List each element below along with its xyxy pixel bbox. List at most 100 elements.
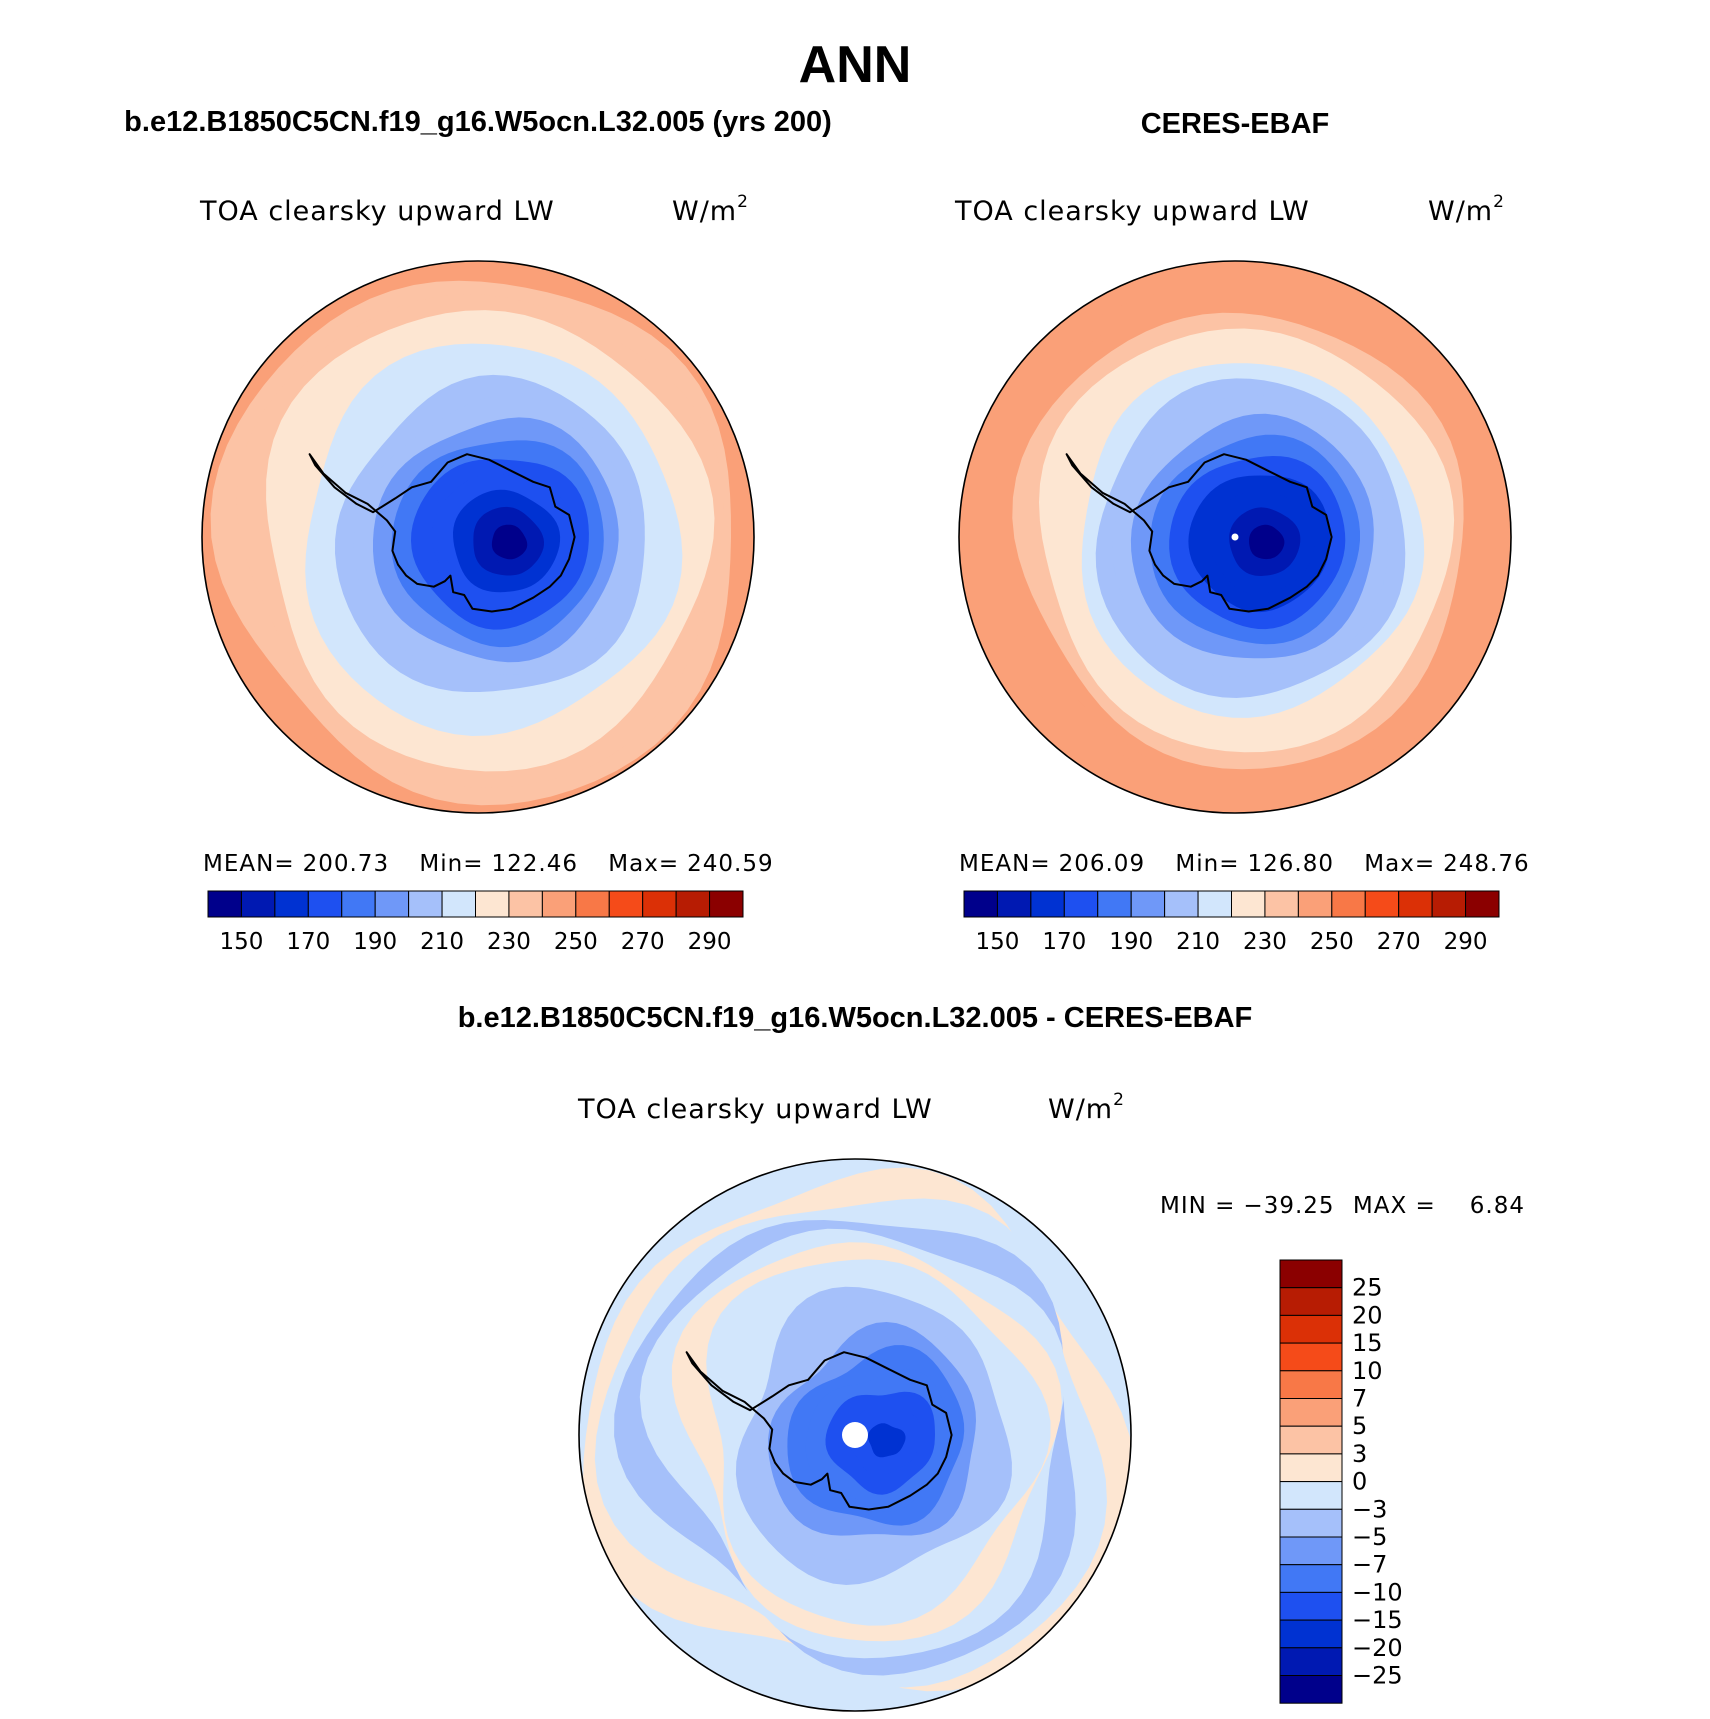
- colorbar-tick-label: 7: [1352, 1385, 1367, 1413]
- colorbar-box: [1279, 1453, 1343, 1483]
- map-diff-missing-pole: [842, 1422, 868, 1448]
- panel-model-stats: MEAN= 200.73 Min= 122.46 Max= 240.59: [203, 851, 774, 877]
- colorbar-tick-label: 10: [1352, 1357, 1383, 1385]
- colorbar-box: [1197, 890, 1232, 918]
- colorbar-box: [675, 890, 711, 918]
- map-diff-boundary: [578, 1158, 1132, 1712]
- field-pole-band: [871, 1426, 900, 1455]
- colorbar-box: [374, 890, 410, 918]
- colorbar-box: [1279, 1481, 1343, 1510]
- antarctica-coastline-obs: [1065, 453, 1333, 613]
- colorbar-box: [1398, 890, 1433, 918]
- colorbar-tick-label: −15: [1352, 1606, 1403, 1634]
- colorbar-box: [709, 890, 744, 918]
- colorbar-box: [1279, 1314, 1343, 1344]
- panel-obs-units: W/m2: [1428, 192, 1505, 227]
- colorbar-box: [608, 890, 644, 918]
- colorbar-box: [1231, 890, 1266, 918]
- colorbar-box: [1465, 890, 1500, 918]
- colorbar-box: [408, 890, 443, 918]
- map-obs: [959, 261, 1511, 813]
- colorbar-model: 150 170 190 210 230 250 270 290: [207, 890, 744, 955]
- colorbar-tick-label: 210: [420, 929, 464, 955]
- field-pole-band: [494, 528, 523, 557]
- colorbar-box: [1164, 890, 1199, 918]
- colorbar-box: [1364, 890, 1400, 918]
- map-model: [202, 261, 754, 813]
- map-obs-missing-pole: [1231, 533, 1239, 541]
- colorbar-tick-label: 290: [1444, 929, 1488, 955]
- field-pole-band: [1251, 528, 1280, 557]
- colorbar-box: [307, 890, 343, 918]
- colorbar-tick-label: 0: [1352, 1468, 1367, 1496]
- colorbar-box: [508, 890, 543, 918]
- colorbar-box: [1279, 1425, 1343, 1455]
- colorbar-obs: 150 170 190 210 230 250 270 290: [963, 890, 1500, 955]
- panel-diff-units-exp: 2: [1113, 1090, 1125, 1110]
- colorbar-tick-label: 3: [1352, 1440, 1367, 1468]
- panel-obs-case-title: CERES-EBAF: [1141, 108, 1330, 140]
- colorbar-box: [1030, 890, 1065, 918]
- panel-obs-variable: TOA clearsky upward LW: [954, 196, 1310, 227]
- colorbar-box: [1279, 1370, 1343, 1400]
- colorbar-tick-label: 270: [1377, 929, 1421, 955]
- colorbar-box: [963, 890, 998, 918]
- colorbar-box: [1279, 1287, 1343, 1316]
- colorbar-box: [1297, 890, 1333, 918]
- map-obs-boundary: [958, 260, 1512, 814]
- panel-model-case-title: b.e12.B1850C5CN.f19_g16.W5ocn.L32.005 (y…: [124, 106, 832, 138]
- colorbar-box: [1331, 890, 1366, 918]
- panel-obs-units-exp: 2: [1493, 192, 1505, 212]
- coastline-path: [308, 453, 576, 613]
- colorbar-box: [1279, 1342, 1343, 1372]
- colorbar-tick-label: 250: [1310, 929, 1354, 955]
- colorbar-tick-label: −5: [1352, 1523, 1387, 1551]
- colorbar-box: [341, 890, 376, 918]
- colorbar-box: [1264, 890, 1299, 918]
- panel-obs-units-base: W/m: [1428, 196, 1493, 227]
- colorbar-box: [575, 890, 610, 918]
- colorbar-tick-label: −10: [1352, 1578, 1403, 1606]
- coastline-path: [685, 1351, 953, 1511]
- panel-diff-stats: MIN = −39.25 MAX = 6.84: [1160, 1193, 1525, 1219]
- colorbar-box: [1279, 1398, 1343, 1427]
- panel-model-units-exp: 2: [737, 192, 749, 212]
- colorbar-box: [1431, 890, 1467, 918]
- colorbar-box: [1279, 1259, 1343, 1289]
- colorbar-tick-label: 190: [1109, 929, 1153, 955]
- colorbar-tick-label: 210: [1176, 929, 1220, 955]
- colorbar-tick-label: 5: [1352, 1412, 1367, 1440]
- colorbar-box: [1130, 890, 1166, 918]
- panel-obs-stats: MEAN= 206.09 Min= 126.80 Max= 248.76: [959, 851, 1530, 877]
- colorbar-box: [541, 890, 577, 918]
- figure-title: ANN: [799, 36, 912, 94]
- map-model-boundary: [201, 260, 755, 814]
- colorbar-box: [1279, 1619, 1343, 1649]
- colorbar-box: [1097, 890, 1132, 918]
- colorbar-box: [1279, 1564, 1343, 1593]
- coastline-path: [1065, 453, 1333, 613]
- colorbar-tick-label: 270: [621, 929, 665, 955]
- colorbar-tick-label: 230: [487, 929, 531, 955]
- antarctica-coastline-model: [308, 453, 576, 613]
- panel-diff-case-title: b.e12.B1850C5CN.f19_g16.W5ocn.L32.005 - …: [458, 1002, 1253, 1034]
- colorbar-box: [1279, 1508, 1343, 1538]
- colorbar-tick-label: 190: [353, 929, 397, 955]
- colorbar-box: [207, 890, 242, 918]
- colorbar-box: [1279, 1591, 1343, 1621]
- colorbar-tick-label: 230: [1243, 929, 1287, 955]
- colorbar-tick-label: −25: [1352, 1662, 1403, 1690]
- colorbar-tick-label: 250: [554, 929, 598, 955]
- panel-model-units-base: W/m: [672, 196, 737, 227]
- panel-model-variable: TOA clearsky upward LW: [199, 196, 555, 227]
- panel-diff-units: W/m2: [1048, 1090, 1125, 1125]
- colorbar-tick-label: 170: [286, 929, 330, 955]
- colorbar-tick-label: 290: [688, 929, 732, 955]
- colorbar-box: [996, 890, 1032, 918]
- colorbar-tick-label: 20: [1352, 1301, 1383, 1329]
- colorbar-box: [1063, 890, 1099, 918]
- colorbar-tick-label: −20: [1352, 1634, 1403, 1662]
- colorbar-box: [240, 890, 276, 918]
